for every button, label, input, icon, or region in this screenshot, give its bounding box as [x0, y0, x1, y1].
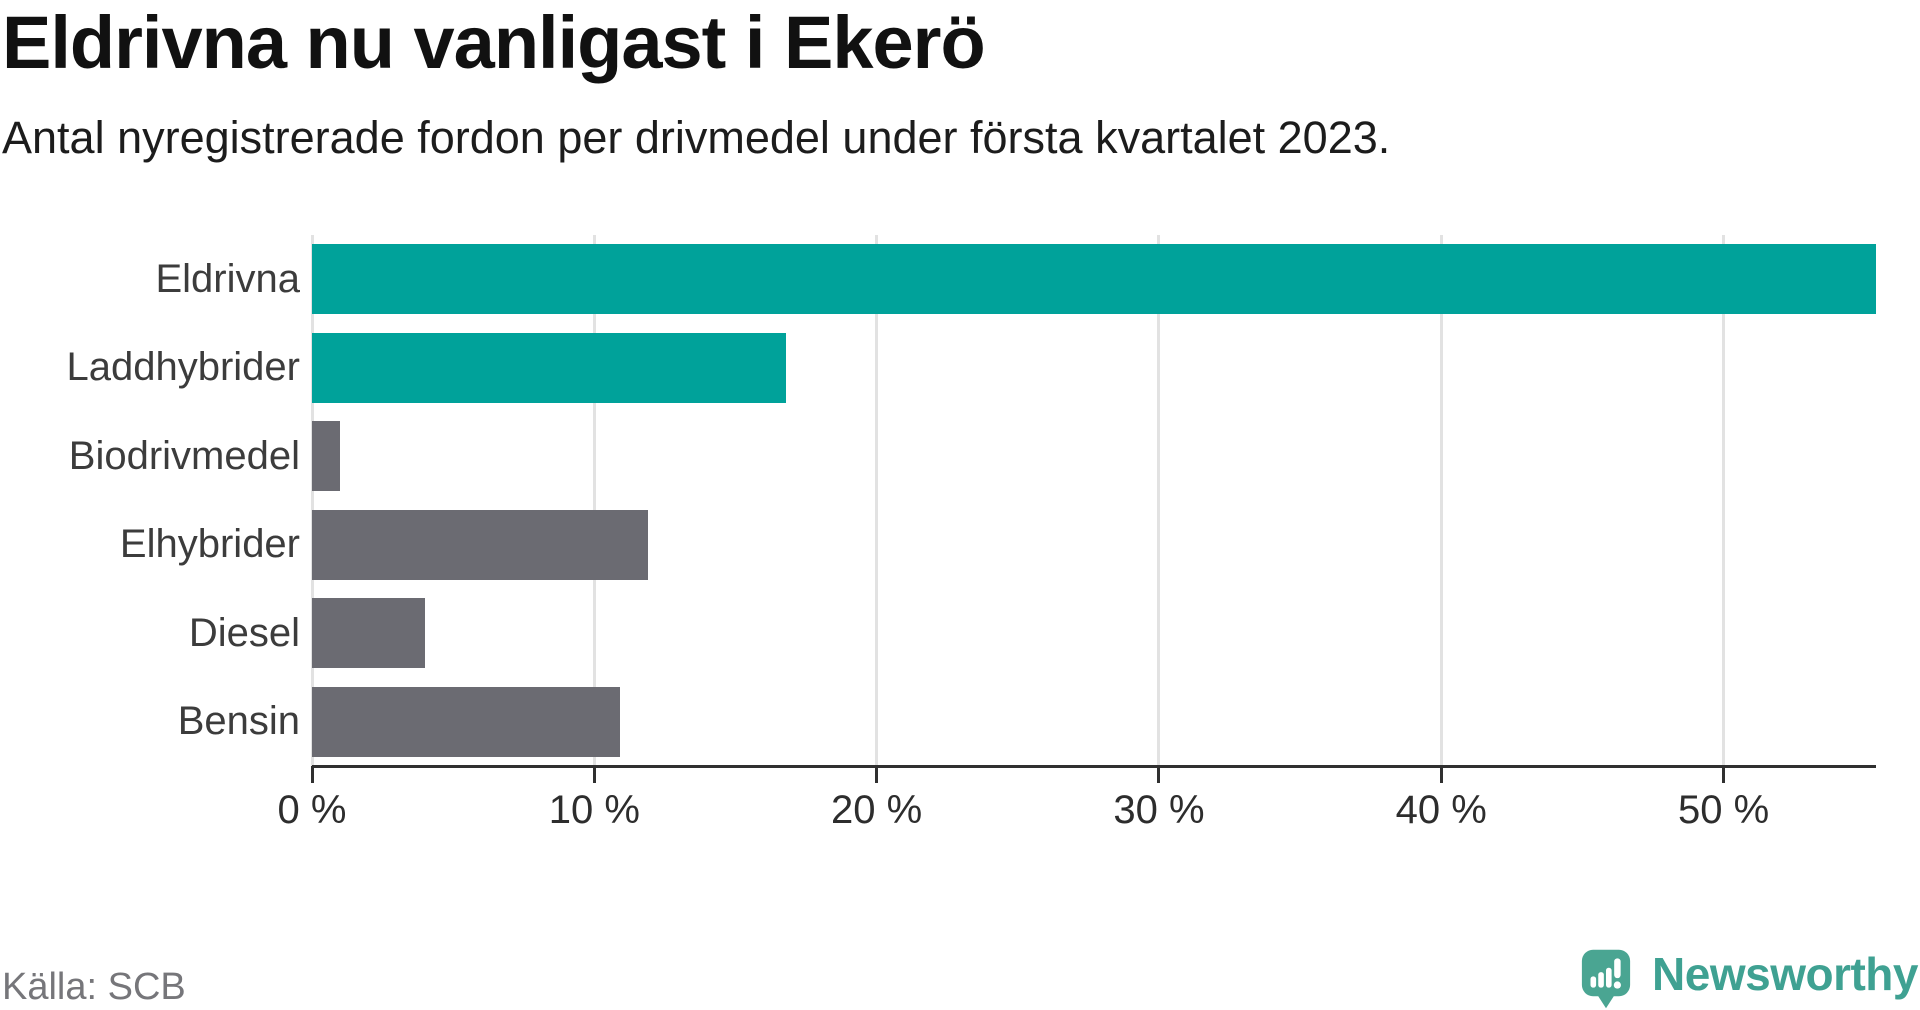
x-axis-tick-label: 50 %	[1677, 788, 1770, 832]
bar-laddhybrider	[312, 332, 787, 403]
bar-diesel	[312, 598, 425, 669]
bar-eldrivna	[312, 244, 1876, 315]
category-label: Elhybrider	[119, 522, 300, 567]
bar-elhybrider	[312, 509, 648, 580]
gridline	[1157, 235, 1161, 766]
gridline	[310, 235, 314, 766]
chart-title: Eldrivna nu vanligast i Ekerö	[2, 1, 986, 84]
newsworthy-logo-icon	[1581, 949, 1631, 1009]
bar-biodrivmedel	[312, 421, 341, 492]
x-axis-tick-label: 10 %	[548, 788, 640, 832]
x-axis-tick	[875, 766, 879, 783]
x-axis-tick	[592, 766, 596, 783]
gridline	[592, 235, 596, 766]
x-axis-tick	[1439, 766, 1443, 783]
newsworthy-logo: Newsworthy	[1580, 948, 1918, 1010]
chart-subtitle: Antal nyregistrerade fordon per drivmede…	[2, 112, 1391, 163]
x-axis-tick-label: 30 %	[1113, 788, 1205, 832]
category-label: Biodrivmedel	[68, 433, 300, 478]
x-axis-tick-label: 40 %	[1395, 788, 1487, 832]
category-label: Diesel	[188, 610, 300, 655]
newsworthy-logo-text: Newsworthy	[1652, 948, 1918, 1000]
category-label: Eldrivna	[155, 256, 300, 301]
gridline	[1439, 235, 1443, 766]
gridline	[1722, 235, 1726, 766]
category-label: Bensin	[177, 699, 300, 744]
source-note: Källa: SCB	[2, 966, 186, 1008]
x-axis-tick	[310, 766, 314, 783]
x-axis-tick-label: 20 %	[831, 788, 923, 832]
x-axis-tick	[1722, 766, 1726, 783]
bar-bensin	[312, 686, 620, 757]
x-axis-tick-label: 0 %	[277, 788, 347, 832]
category-label: Laddhybrider	[66, 345, 301, 390]
gridline	[875, 235, 879, 766]
x-axis-tick	[1157, 766, 1161, 783]
plot-area	[310, 235, 1876, 768]
x-axis-line	[312, 765, 1876, 768]
